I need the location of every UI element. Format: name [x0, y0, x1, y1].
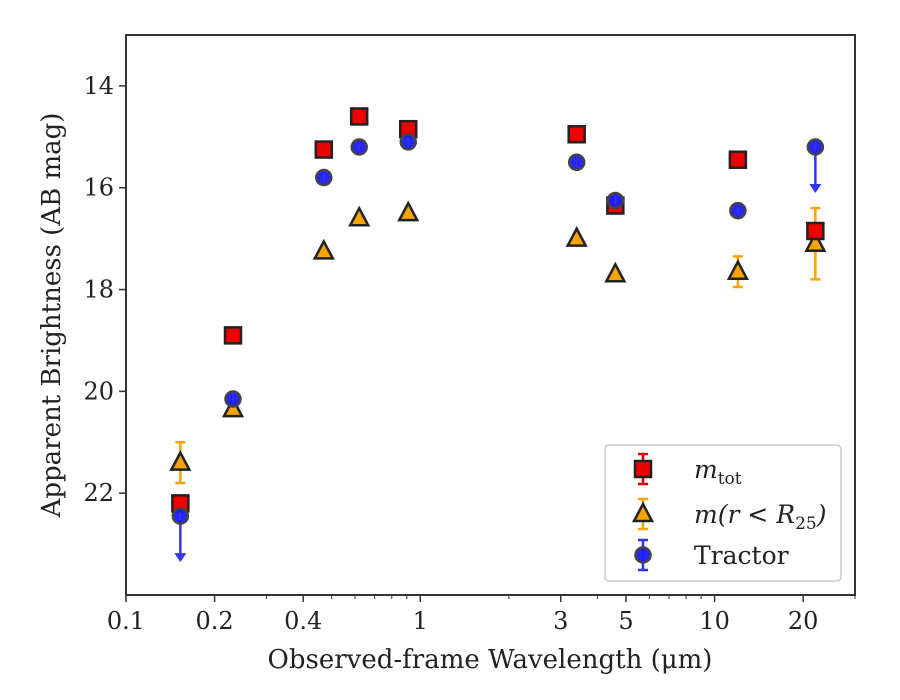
mr25-point	[726, 259, 749, 280]
mr25-point	[565, 225, 588, 247]
x-tick-label: 0.2	[196, 607, 234, 635]
mtot-point	[349, 107, 369, 126]
x-axis-label: Observed-frame Wavelength (μm)	[268, 645, 713, 675]
legend-label-mr25: m(r < R25)	[694, 500, 826, 534]
mr25-point	[604, 261, 627, 283]
mtot-point	[314, 140, 334, 159]
x-axis-ticks: 0.1 0.2 0.4 1 3 5 10 20	[107, 595, 856, 635]
x-tick-label: 0.4	[284, 607, 322, 635]
y-tick-label: 18	[83, 276, 114, 304]
mtot-point	[728, 150, 748, 169]
legend-marker-mtot	[633, 459, 653, 479]
x-tick-label: 10	[699, 607, 730, 635]
x-tick-label: 1	[413, 607, 428, 635]
legend: mtot m(r < R25) Tractor	[604, 444, 842, 582]
y-axis-label: Apparent Brightness (AB mag)	[37, 113, 67, 519]
mr25-point	[397, 200, 420, 222]
x-tick-label: 5	[618, 607, 633, 635]
legend-box	[604, 444, 842, 582]
mtot-point	[806, 221, 825, 241]
mr25-point	[348, 205, 371, 227]
legend-marker-mr25	[631, 501, 655, 523]
upper-limit-arrowhead	[809, 184, 822, 193]
y-tick-label: 16	[83, 174, 114, 202]
mtot-point	[567, 125, 586, 144]
x-tick-label: 20	[788, 607, 819, 635]
upper-limit-arrowhead	[174, 553, 187, 563]
x-tick-label: 3	[553, 607, 568, 635]
y-tick-label: 14	[83, 72, 114, 100]
mtot-point	[223, 326, 243, 345]
plot-frame	[125, 34, 856, 596]
legend-label-mtot: mtot	[694, 455, 742, 489]
x-tick-label: 0.1	[107, 607, 145, 635]
y-tick-label: 20	[83, 377, 114, 405]
data-marks	[169, 107, 827, 563]
legend-label-tractor: Tractor	[694, 541, 789, 570]
mr25-point	[804, 231, 827, 252]
y-axis-ticks: 14 16 18 20 22	[83, 72, 126, 507]
mr25-point	[312, 238, 335, 260]
legend-marker-tractor	[634, 546, 652, 564]
y-tick-label: 22	[83, 479, 114, 507]
mr25-point	[169, 449, 192, 471]
